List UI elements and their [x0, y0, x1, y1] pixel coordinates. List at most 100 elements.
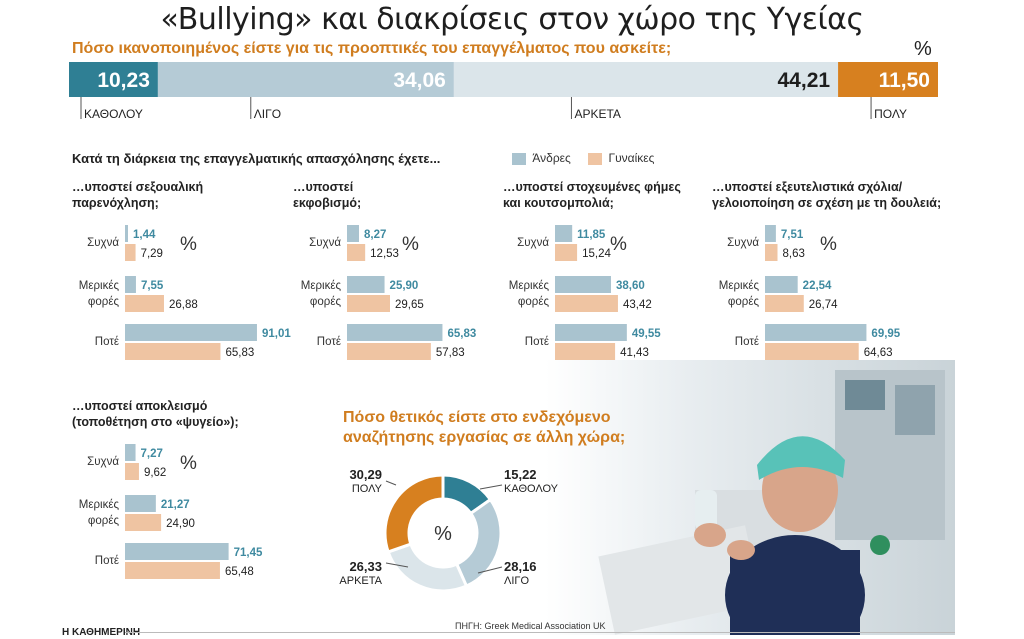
- panel-2-label-women-0: 15,24: [582, 248, 611, 260]
- panel-2-label-men-1: 38,60: [616, 280, 645, 292]
- panel-0-label-women-2: 65,83: [225, 347, 254, 359]
- panel-2-bar-men-2: [555, 324, 627, 341]
- panel-0-bar-women-0: [125, 244, 136, 261]
- satisfaction-value-2: 44,21: [778, 69, 831, 92]
- panel-1-percent-sign: %: [402, 234, 419, 255]
- donut-label-2: ΑΡΚΕΤΑ: [339, 575, 382, 587]
- panel-1-title-line-0: …υποστεί: [293, 180, 354, 194]
- panel-0-label-women-1: 26,88: [169, 299, 198, 311]
- panel-3-bar-women-0: [765, 244, 778, 261]
- panel-1-row-label-1-1: φορές: [310, 296, 342, 308]
- publisher-logo: Η ΚΑΘΗΜΕΡΙΝΗ: [62, 627, 141, 638]
- panel-0-label-women-0: 7,29: [141, 248, 163, 260]
- panel-0-bar-women-1: [125, 295, 164, 312]
- panel-0-bar-women-2: [125, 343, 221, 360]
- panel-3-label-men-1: 22,54: [803, 280, 832, 292]
- panel-2-percent-sign: %: [610, 234, 627, 255]
- panel-4-row-label-0-0: Συχνά: [87, 456, 119, 468]
- satisfaction-value-3: 11,50: [879, 69, 930, 92]
- satisfaction-label-1: ΛΙΓΟ: [254, 107, 281, 121]
- panel-0-title-line-0: …υποστεί σεξουαλική: [72, 180, 203, 194]
- panel-2-label-men-0: 11,85: [577, 229, 606, 241]
- donut-leader-0: [479, 484, 503, 490]
- page-title: «Bullying» και διακρίσεις στον χώρο της …: [160, 2, 864, 37]
- panel-2-bar-men-0: [555, 225, 573, 242]
- panel-3-bar-men-2: [765, 324, 867, 341]
- donut-question: Πόσο θετικός είστε στο ενδεχόμενο αναζήτ…: [343, 408, 625, 448]
- satisfaction-label-3: ΠΟΛΥ: [874, 107, 907, 121]
- donut-leader-3: [385, 480, 397, 486]
- donut-label-1: ΛΙΓΟ: [504, 575, 529, 587]
- panel-4-percent-sign: %: [180, 453, 197, 474]
- panel-2-row-label-0-0: Συχνά: [517, 237, 549, 249]
- legend: Άνδρες Γυναίκες: [512, 151, 654, 165]
- panel-4-bar-men-0: [125, 444, 136, 461]
- panel-3-label-men-0: 7,51: [781, 229, 804, 241]
- panel-2-row-label-1-0: Μερικές: [509, 280, 550, 292]
- panel-4-title-line-0: …υποστεί αποκλεισμό: [72, 399, 208, 413]
- panel-4-bar-women-0: [125, 463, 139, 480]
- panel-0-title-line-1: παρενόχληση;: [72, 196, 159, 210]
- panel-4-label-women-2: 65,48: [225, 566, 254, 578]
- donut-leader-1: [477, 566, 503, 574]
- panel-0-row-label-1-0: Μερικές: [79, 280, 120, 292]
- panel-0-row-label-1-1: φορές: [88, 296, 120, 308]
- legend-women-label: Γυναίκες: [608, 151, 655, 165]
- panel-1-label-women-1: 29,65: [395, 299, 424, 311]
- panel-0-bar-men-2: [125, 324, 257, 341]
- panel-4-label-men-0: 7,27: [141, 448, 163, 460]
- panel-1-label-women-2: 57,83: [436, 347, 465, 359]
- donut-center-label: %: [434, 523, 452, 545]
- panel-1-bar-women-1: [347, 295, 390, 312]
- panel-3-label-men-2: 69,95: [871, 328, 900, 340]
- donut-value-2: 26,33: [349, 559, 382, 574]
- panel-4-label-men-2: 71,45: [234, 547, 263, 559]
- panel-2-title-line-0: …υποστεί στοχευμένες φήμες: [503, 180, 681, 194]
- panel-2-row-label-2-0: Ποτέ: [525, 336, 549, 348]
- satisfaction-segment-2: [453, 62, 839, 97]
- panel-1-bar-men-2: [347, 324, 443, 341]
- donut-label-0: ΚΑΘΟΛΟΥ: [504, 483, 559, 495]
- panel-4-row-label-1-1: φορές: [88, 515, 120, 527]
- panel-0-label-men-0: 1,44: [133, 229, 156, 241]
- panel-4-row-label-2-0: Ποτέ: [95, 555, 119, 567]
- panel-0-label-men-2: 91,01: [262, 328, 291, 340]
- career-heading: Κατά τη διάρκεια της επαγγελματικής απασ…: [72, 151, 441, 166]
- panel-3-bar-women-2: [765, 343, 859, 360]
- panel-4-bar-men-1: [125, 495, 156, 512]
- panel-2-title-line-1: και κουτσομπολιά;: [503, 196, 614, 210]
- panel-2-bar-women-0: [555, 244, 578, 261]
- panel-0-row-label-0-0: Συχνά: [87, 237, 119, 249]
- panel-3-label-women-0: 8,63: [783, 248, 805, 260]
- panel-1-title-line-1: εκφοβισμό;: [293, 196, 361, 210]
- donut-slice-3: [383, 473, 445, 554]
- panel-3-row-label-1-0: Μερικές: [719, 280, 760, 292]
- donut-question-line-2: αναζήτησης εργασίας σε άλλη χώρα;: [343, 429, 626, 446]
- panel-3-row-label-1-1: φορές: [728, 296, 760, 308]
- panel-2-bar-women-2: [555, 343, 616, 360]
- satisfaction-segment-3: [838, 62, 938, 97]
- panel-1-row-label-1-0: Μερικές: [301, 280, 342, 292]
- panel-1-label-men-0: 8,27: [364, 229, 386, 241]
- panel-2-bar-women-1: [555, 295, 618, 312]
- panel-1-bar-men-0: [347, 225, 359, 242]
- panel-3-bar-men-1: [765, 276, 798, 293]
- panel-4-bar-women-1: [125, 514, 162, 531]
- donut-value-3: 30,29: [349, 467, 382, 482]
- panel-2-label-men-2: 49,55: [632, 328, 661, 340]
- panel-1-row-label-0-0: Συχνά: [309, 237, 341, 249]
- panel-2-label-women-1: 43,42: [623, 299, 652, 311]
- panel-4-bar-women-2: [125, 562, 220, 579]
- donut-label-3: ΠΟΛΥ: [352, 483, 383, 495]
- panel-4-label-men-1: 21,27: [161, 499, 190, 511]
- panel-1-label-men-1: 25,90: [390, 280, 419, 292]
- panel-4-label-women-0: 9,62: [144, 467, 166, 479]
- satisfaction-label-0: ΚΑΘΟΛΟΥ: [84, 107, 143, 121]
- panel-3-row-label-0-0: Συχνά: [727, 237, 759, 249]
- footer-rule: [125, 632, 955, 633]
- panel-3-bar-men-0: [765, 225, 776, 242]
- source-note: ΠΗΓΗ: Greek Medical Association UK: [455, 621, 606, 631]
- panel-2-row-label-1-1: φορές: [518, 296, 550, 308]
- satisfaction-question: Πόσο ικανοποιημένος είστε για τις προοπτ…: [72, 40, 672, 57]
